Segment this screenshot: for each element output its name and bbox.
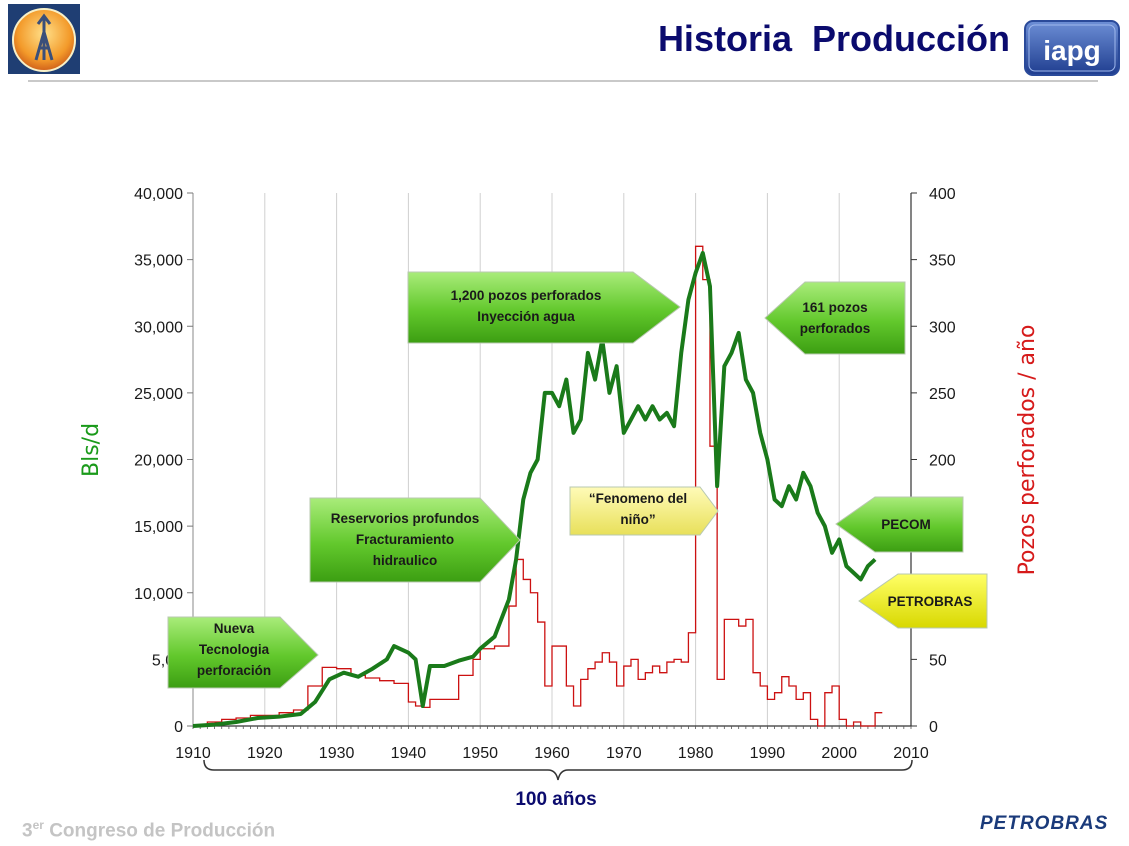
callout-pecom-text: PECOM (881, 517, 931, 532)
x-tick-label: 1930 (319, 745, 355, 762)
x-tick-label: 1950 (462, 745, 498, 762)
x-tick-label: 1910 (175, 745, 211, 762)
y-tick-label: 20,000 (134, 453, 183, 470)
y2-tick-label: 200 (929, 453, 956, 470)
callout-nueva-tecnologia-shape (167, 616, 319, 689)
callout-fenomeno-nino-text: “Fenomeno del niño” (589, 491, 687, 527)
y2-tick-label: 400 (929, 186, 956, 203)
y-tick-label: 40,000 (134, 186, 183, 203)
callout-nueva-tecnologia-line: Nueva (214, 621, 255, 636)
left-logo (8, 4, 80, 74)
footer-ordinal: 3 (22, 820, 33, 842)
x-tick-label: 1980 (678, 745, 714, 762)
callout-161-pozos-line: perforados (800, 321, 871, 336)
header-divider (28, 80, 1098, 82)
callout-reservorios-line: Fracturamiento (356, 532, 454, 547)
y-tick-label: 30,000 (134, 319, 183, 336)
y2-tick-label: 0 (929, 719, 938, 736)
x-tick-label: 1960 (534, 745, 570, 762)
callouts: 1,200 pozos perforados Inyección agua 161 … (167, 271, 988, 689)
callout-fenomeno-nino-line: “Fenomeno del (589, 491, 687, 506)
footer-congress: 3er Congreso de Producción (22, 818, 275, 842)
y-tick-label: 35,000 (134, 253, 183, 270)
y-tick-label: 0 (174, 719, 183, 736)
x-tick-label: 2000 (821, 745, 857, 762)
callout-pecom-line: PECOM (881, 517, 931, 532)
callout-nueva-tecnologia-line: Tecnologia (199, 642, 270, 657)
footer-ordinal-sup: er (32, 818, 44, 832)
callout-petrobras-shape (858, 573, 988, 629)
production-series-line (192, 250, 877, 728)
callout-161-pozos-text: 161 pozos perforados (800, 300, 871, 336)
axes (187, 192, 917, 729)
x-tick-label: 1970 (606, 745, 642, 762)
callout-1200-pozos-text: 1,200 pozos perforados Inyección agua (451, 288, 602, 324)
x-tick-label: 2010 (893, 745, 929, 762)
footer-petrobras-logo: PETROBRAS (980, 813, 1109, 834)
y-axis-label: Bls/d (79, 423, 104, 477)
callout-1200-pozos-line: 1,200 pozos perforados (451, 288, 602, 303)
oil-derrick-sun-logo-icon (12, 8, 76, 72)
callout-nueva-tecnologia-text: Nueva Tecnologia perforación (197, 621, 271, 678)
y-tick-label: 15,000 (134, 519, 183, 536)
y2-tick-label: 250 (929, 386, 956, 403)
hundred-years-bracket (203, 759, 913, 781)
callout-fenomeno-nino-line: niño” (620, 512, 655, 527)
callout-reservorios-text: Reservorios profundos Fracturamiento hidra… (331, 511, 480, 568)
x-tick-label: 1920 (247, 745, 283, 762)
x-tick-label: 1940 (391, 745, 427, 762)
y2-axis-label: Pozos perforados / año (1015, 325, 1040, 576)
callout-reservorios-line: Reservorios profundos (331, 511, 480, 526)
callout-nueva-tecnologia-line: perforación (197, 663, 271, 678)
callout-reservorios-line: hidraulico (373, 553, 438, 568)
y2-tick-label: 300 (929, 319, 956, 336)
y-tick-label: 25,000 (134, 386, 183, 403)
callout-161-pozos-shape (764, 281, 906, 355)
right-logo: iapg (1024, 20, 1120, 76)
wells-series-line (193, 245, 883, 727)
callout-petrobras-line: PETROBRAS (888, 594, 973, 609)
callout-petrobras-text: PETROBRAS (888, 594, 973, 609)
callout-reservorios-shape (309, 497, 521, 583)
callout-1200-pozos-shape (407, 271, 681, 344)
footer-congress-name: Congreso de Producción (43, 820, 276, 842)
y-tick-label: 10,000 (134, 586, 183, 603)
y2-tick-label: 350 (929, 253, 956, 270)
page-title: Historia Producción (657, 18, 1010, 59)
callout-161-pozos-line: 161 pozos (802, 300, 867, 315)
callout-1200-pozos-line: Inyección agua (477, 309, 575, 324)
axis-tick-labels: 05,0010,00015,00020,00025,00030,00035,00… (134, 186, 956, 762)
x-tick-label: 1990 (750, 745, 786, 762)
iapg-logo-icon: iapg (1024, 20, 1120, 76)
iapg-logo-text: iapg (1043, 35, 1101, 66)
callout-pecom-shape (835, 496, 964, 553)
series (192, 245, 883, 728)
y2-tick-label: 50 (929, 652, 947, 669)
callout-fenomeno-nino-shape (569, 486, 719, 536)
bracket-label: 100 años (515, 789, 596, 810)
